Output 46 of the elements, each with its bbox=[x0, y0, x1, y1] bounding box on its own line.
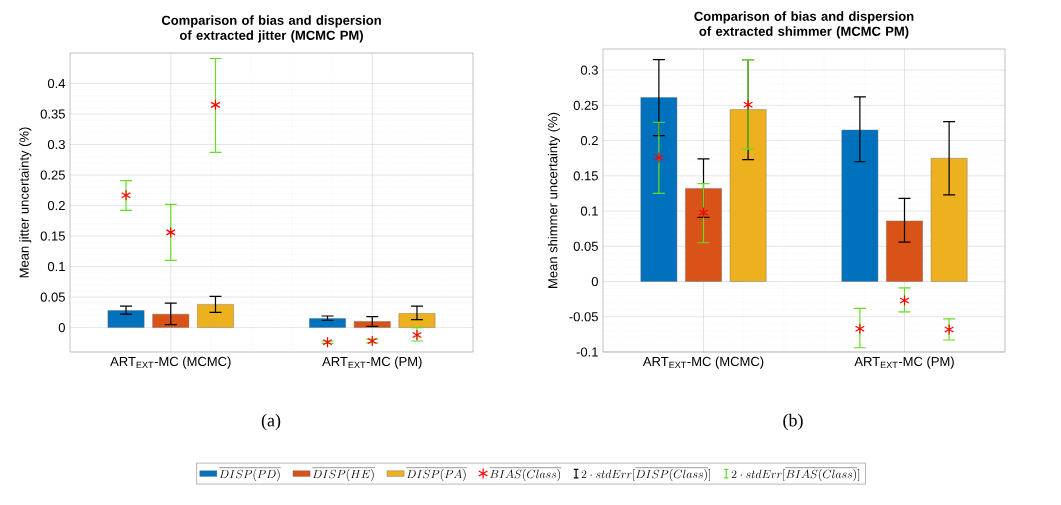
bar bbox=[886, 220, 923, 282]
legend-label: $\overline{BIAS(Class)}$ bbox=[489, 467, 562, 482]
text: (a) bbox=[261, 413, 281, 431]
bar bbox=[152, 313, 190, 328]
y-tick-label: 0.1 bbox=[580, 206, 598, 216]
y-tick-label: 0 bbox=[58, 322, 65, 333]
y-axis-title: Mean jitter uncertainty (%) bbox=[19, 127, 32, 278]
bar bbox=[398, 313, 436, 328]
y-tick-label: 0.05 bbox=[573, 241, 598, 251]
legend-label: $\overline{DISP(PD)}$ bbox=[219, 467, 281, 482]
y-tick-label: 0.35 bbox=[40, 109, 65, 119]
y-tick-label: 0.2 bbox=[47, 200, 65, 211]
bar bbox=[841, 129, 879, 282]
x-tick-label: ART$_{EXT}$-MC (MCMC) bbox=[110, 356, 231, 369]
legend-label: $\overline{DISP(HE)}$ bbox=[312, 467, 375, 482]
y-tick-label: 0.25 bbox=[40, 170, 65, 180]
y-tick-label: 0 bbox=[591, 276, 598, 287]
legend-label: $\overline{DISP(PA)}$ bbox=[406, 467, 467, 482]
bar bbox=[107, 310, 145, 328]
x-tick-label: ART$_{EXT}$-MC (PM) bbox=[322, 356, 422, 369]
y-tick-label: 0.3 bbox=[580, 65, 598, 75]
y-tick-label: 0.4 bbox=[47, 78, 66, 89]
bar bbox=[353, 321, 391, 328]
text: (b) bbox=[783, 413, 803, 431]
bar bbox=[930, 158, 968, 282]
y-tick-label: -0.05 bbox=[569, 312, 598, 322]
bar bbox=[197, 304, 234, 328]
y-tick-label: -0.1 bbox=[576, 347, 598, 357]
y-axis-title: Mean shimmer uncertainty (%) bbox=[547, 112, 560, 288]
y-tick-label: 0.05 bbox=[40, 292, 65, 302]
x-tick-label: ART$_{EXT}$-MC (MCMC) bbox=[642, 356, 764, 369]
bar bbox=[309, 318, 346, 328]
text: $2 \cdot stdErr[\overline{BIAS(Class)}]$ bbox=[731, 467, 860, 482]
y-tick-label: 0.1 bbox=[47, 261, 65, 272]
bar bbox=[729, 109, 767, 282]
y-tick-label: 0.25 bbox=[573, 100, 598, 110]
x-tick-label: ART$_{EXT}$-MC (PM) bbox=[854, 356, 954, 369]
y-tick-label: 0.15 bbox=[40, 231, 65, 241]
y-tick-label: 0.2 bbox=[580, 135, 598, 146]
chart-title: Comparison of bias and dispersion of extracted jitter (MCMC PM) bbox=[161, 15, 381, 43]
bar bbox=[640, 97, 678, 282]
y-tick-label: 0.15 bbox=[573, 171, 598, 181]
bar bbox=[685, 188, 722, 282]
chart-title: Comparison of bias and dispersion of extracted shimmer (MCMC PM) bbox=[694, 11, 914, 39]
text: $2 \cdot stdErr[\overline{DISP(Class)}]$ bbox=[581, 467, 710, 482]
y-tick-label: 0.3 bbox=[47, 139, 65, 150]
